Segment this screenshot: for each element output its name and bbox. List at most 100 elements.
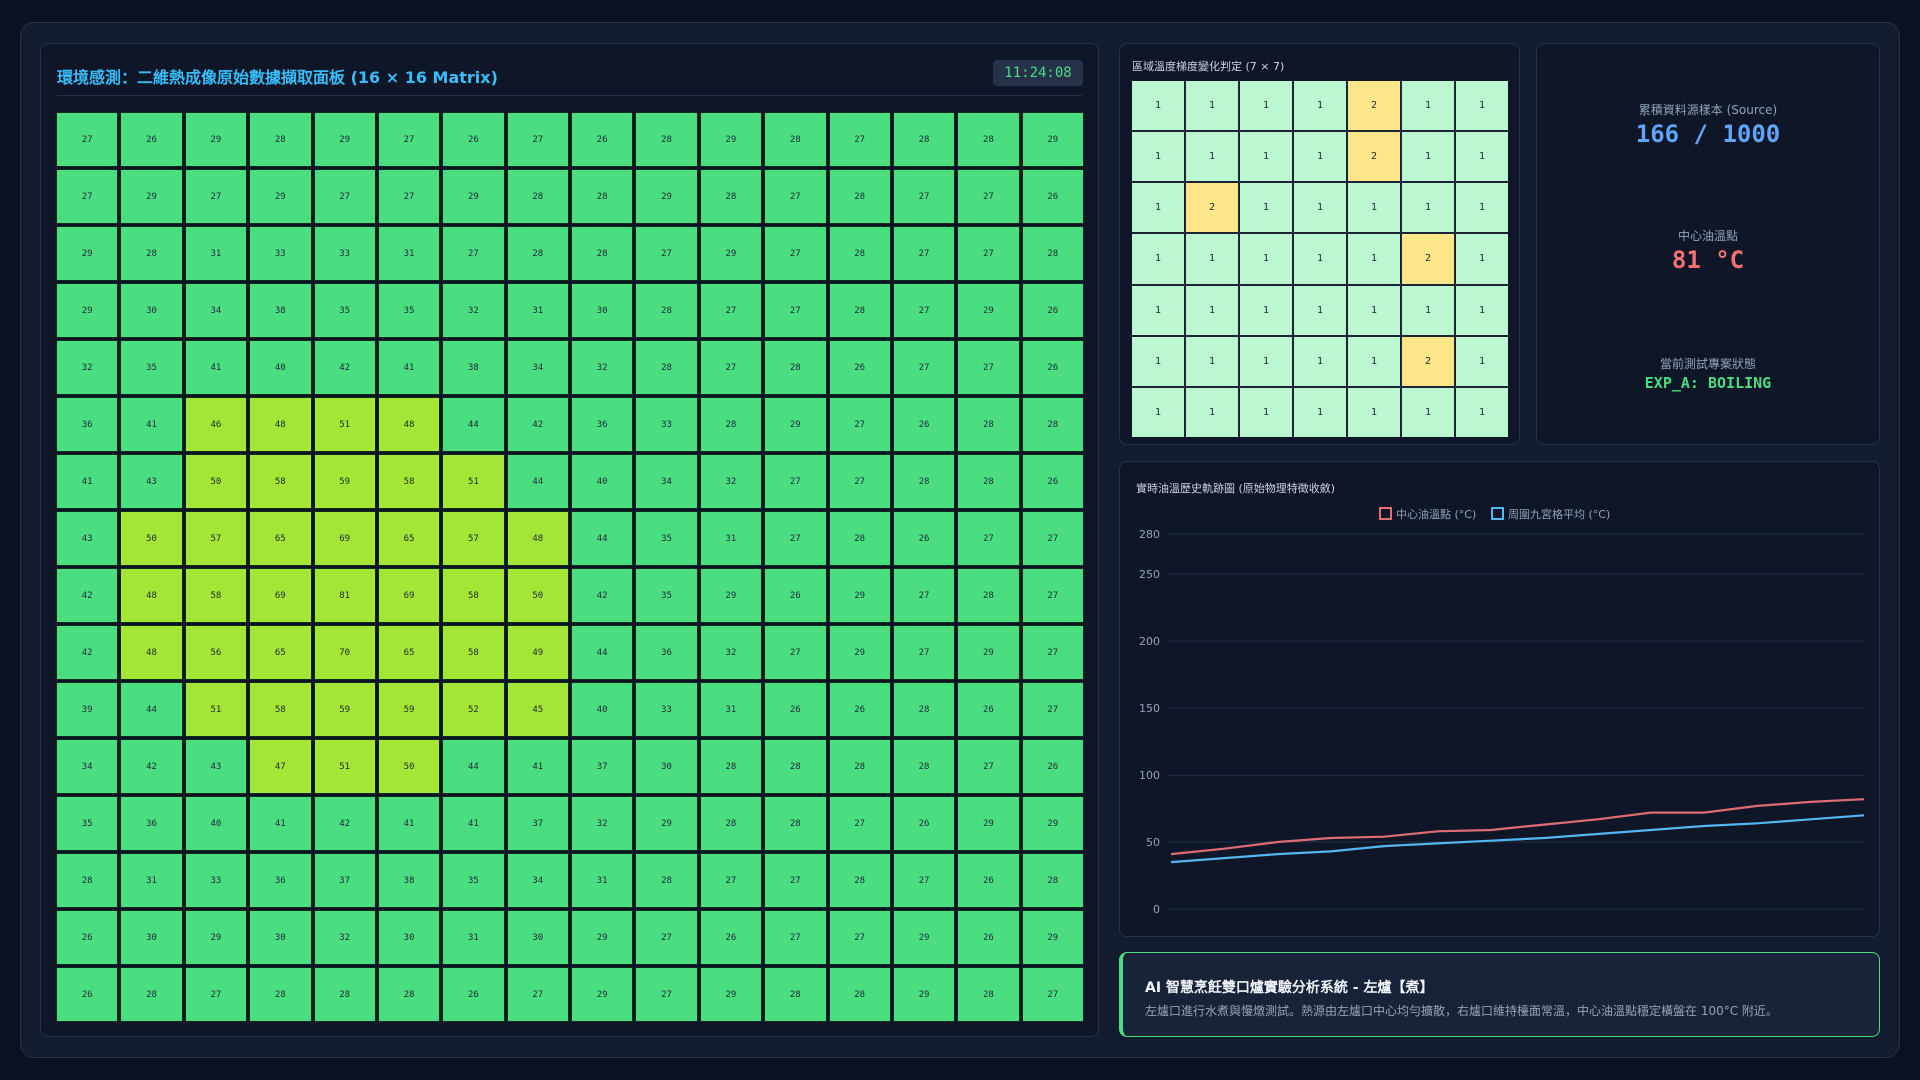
gradient-cell: 1 bbox=[1240, 234, 1292, 284]
gradient-cell: 1 bbox=[1240, 132, 1292, 182]
matrix-cell: 36 bbox=[56, 397, 119, 452]
matrix-cell: 28 bbox=[699, 796, 763, 851]
matrix-cell: 28 bbox=[1021, 226, 1084, 281]
matrix-cell: 29 bbox=[699, 568, 763, 623]
matrix-cell: 26 bbox=[957, 682, 1020, 737]
matrix-cell: 65 bbox=[249, 625, 312, 680]
matrix-cell: 28 bbox=[892, 454, 956, 509]
matrix-cell: 43 bbox=[120, 454, 183, 509]
matrix-cell: 26 bbox=[957, 910, 1020, 965]
gradient-cell: 2 bbox=[1348, 132, 1400, 182]
gradient-cell: 1 bbox=[1402, 183, 1454, 233]
matrix-cell: 59 bbox=[313, 682, 376, 737]
gradient-cell: 2 bbox=[1186, 183, 1238, 233]
matrix-cell: 49 bbox=[506, 625, 569, 680]
matrix-cell: 31 bbox=[506, 283, 569, 338]
matrix-cell: 26 bbox=[892, 511, 956, 566]
matrix-cell: 27 bbox=[1021, 511, 1084, 566]
matrix-cell: 29 bbox=[635, 169, 698, 224]
matrix-cell: 35 bbox=[377, 283, 441, 338]
chart-title: 實時油溫歷史軌跡圖 (原始物理特徵收斂) bbox=[1136, 482, 1336, 495]
matrix-cell: 27 bbox=[764, 625, 827, 680]
matrix-cell: 29 bbox=[120, 169, 183, 224]
matrix-cell: 27 bbox=[764, 283, 827, 338]
matrix-cell: 44 bbox=[120, 682, 183, 737]
matrix-cell: 32 bbox=[699, 625, 763, 680]
matrix-cell: 29 bbox=[828, 568, 891, 623]
matrix-cell: 26 bbox=[120, 112, 183, 167]
gradient-cell: 1 bbox=[1456, 81, 1508, 131]
matrix-cell: 27 bbox=[892, 625, 956, 680]
matrix-cell: 28 bbox=[764, 796, 827, 851]
matrix-cell: 29 bbox=[957, 796, 1020, 851]
matrix-cell: 28 bbox=[957, 454, 1020, 509]
gradient-cell: 1 bbox=[1186, 336, 1238, 386]
matrix-cell: 29 bbox=[635, 796, 698, 851]
matrix-cell: 48 bbox=[506, 511, 569, 566]
matrix-cell: 26 bbox=[1021, 169, 1084, 224]
gradient-cell: 1 bbox=[1456, 132, 1508, 182]
matrix-cell: 38 bbox=[377, 853, 441, 908]
matrix-cell: 35 bbox=[120, 340, 183, 395]
matrix-cell: 31 bbox=[120, 853, 183, 908]
gradient-cell: 1 bbox=[1294, 183, 1346, 233]
matrix-cell: 28 bbox=[506, 169, 569, 224]
matrix-cell: 27 bbox=[506, 967, 569, 1022]
matrix-cell: 58 bbox=[249, 682, 312, 737]
center-temp-value: 81 °C bbox=[1671, 246, 1745, 274]
gradient-cell: 1 bbox=[1456, 387, 1508, 437]
matrix-cell: 35 bbox=[56, 796, 119, 851]
matrix-cell: 42 bbox=[571, 568, 634, 623]
matrix-cell: 27 bbox=[828, 112, 891, 167]
matrix-cell: 27 bbox=[184, 169, 248, 224]
matrix-cell: 26 bbox=[828, 340, 891, 395]
matrix-cell: 41 bbox=[377, 340, 441, 395]
matrix-cell: 56 bbox=[184, 625, 248, 680]
gradient-cell: 1 bbox=[1456, 183, 1508, 233]
matrix-cell: 48 bbox=[120, 568, 183, 623]
matrix-cell: 28 bbox=[828, 739, 891, 794]
matrix-cell: 40 bbox=[184, 796, 248, 851]
matrix-cell: 46 bbox=[184, 397, 248, 452]
legend-label: 周圍九宮格平均 (°C) bbox=[1508, 507, 1610, 521]
matrix-cell: 29 bbox=[699, 967, 763, 1022]
matrix-cell: 33 bbox=[635, 682, 698, 737]
matrix-cell: 47 bbox=[249, 739, 312, 794]
matrix-cell: 33 bbox=[184, 853, 248, 908]
gradient-cell: 1 bbox=[1294, 81, 1346, 131]
source-stat: 累積資料源樣本 (Source) 166 / 1000 bbox=[1537, 101, 1879, 148]
matrix-cell: 28 bbox=[828, 283, 891, 338]
matrix-cell: 27 bbox=[764, 853, 827, 908]
matrix-cell: 35 bbox=[635, 511, 698, 566]
gradient-cell: 1 bbox=[1186, 81, 1238, 131]
matrix-cell: 34 bbox=[635, 454, 698, 509]
matrix-cell: 29 bbox=[571, 967, 634, 1022]
gradient-cell: 2 bbox=[1402, 234, 1454, 284]
matrix-cell: 57 bbox=[442, 511, 505, 566]
matrix-cell: 28 bbox=[957, 568, 1020, 623]
gradient-cell: 1 bbox=[1186, 387, 1238, 437]
matrix-cell: 27 bbox=[56, 112, 119, 167]
gradient-cell: 1 bbox=[1186, 285, 1238, 335]
matrix-cell: 81 bbox=[313, 568, 376, 623]
matrix-cell: 43 bbox=[184, 739, 248, 794]
matrix-cell: 26 bbox=[442, 112, 505, 167]
gradient-cell: 1 bbox=[1294, 285, 1346, 335]
matrix-cell: 65 bbox=[377, 625, 441, 680]
matrix-cell: 30 bbox=[571, 283, 634, 338]
matrix-cell: 28 bbox=[957, 112, 1020, 167]
matrix-cell: 27 bbox=[892, 226, 956, 281]
matrix-cell: 34 bbox=[506, 340, 569, 395]
gradient-cell: 1 bbox=[1240, 183, 1292, 233]
matrix-cell: 48 bbox=[249, 397, 312, 452]
matrix-cell: 26 bbox=[1021, 283, 1084, 338]
matrix-cell: 40 bbox=[571, 682, 634, 737]
matrix-cell: 70 bbox=[313, 625, 376, 680]
matrix-cell: 50 bbox=[506, 568, 569, 623]
matrix-cell: 38 bbox=[249, 283, 312, 338]
matrix-cell: 27 bbox=[957, 169, 1020, 224]
matrix-cell: 26 bbox=[699, 910, 763, 965]
matrix-cell: 28 bbox=[635, 283, 698, 338]
matrix-cell: 32 bbox=[571, 796, 634, 851]
